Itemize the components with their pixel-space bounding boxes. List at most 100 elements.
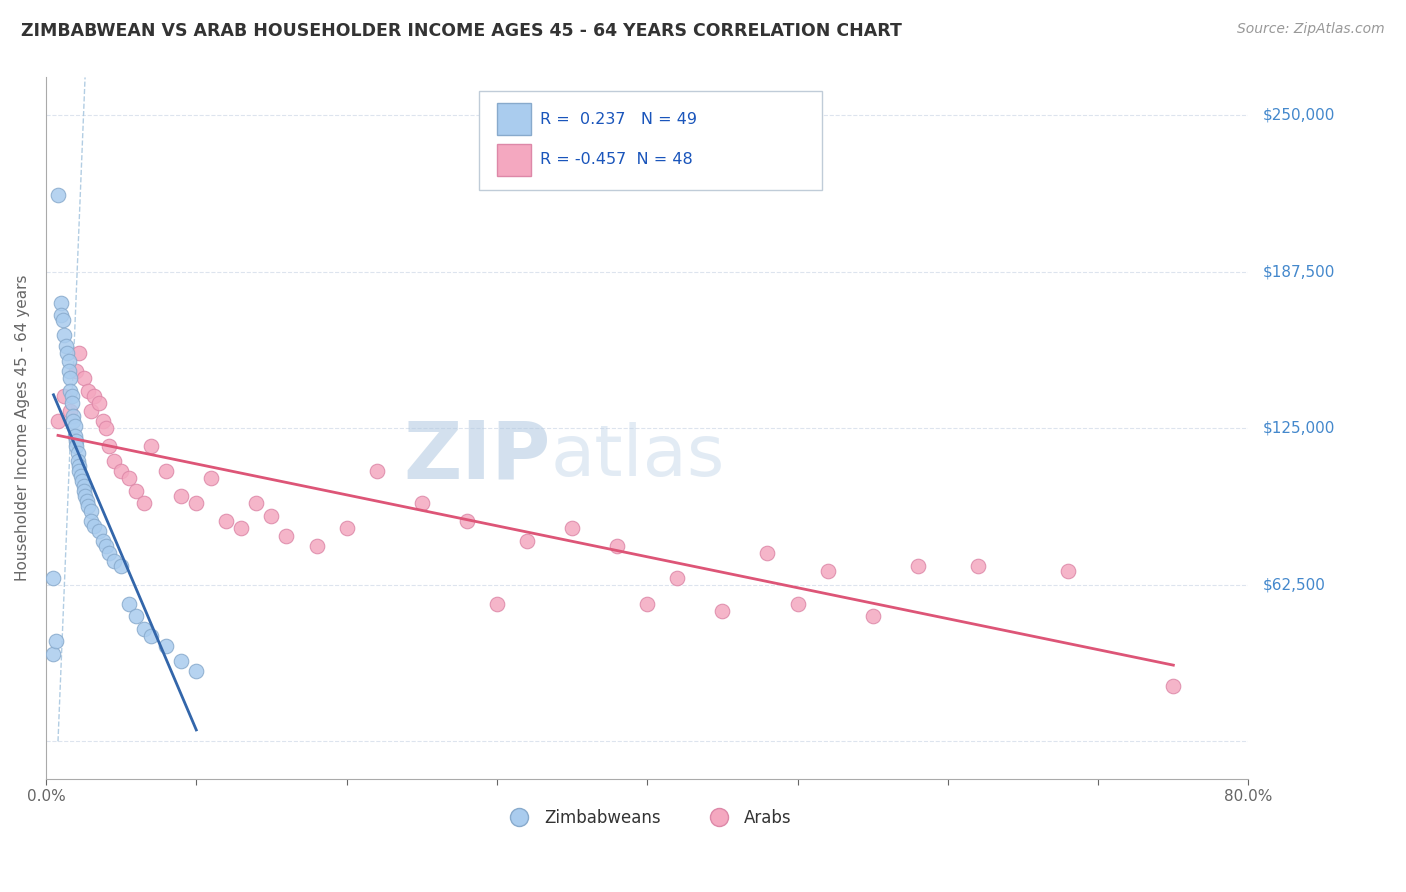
- Point: [305, 539, 328, 553]
- Point: [45, 634, 67, 648]
- Point: [1163, 679, 1185, 693]
- Point: [58, 363, 80, 377]
- Point: [117, 597, 139, 611]
- Point: [49, 309, 72, 323]
- Point: [72, 371, 94, 385]
- Point: [94, 539, 117, 553]
- Point: [103, 454, 125, 468]
- Legend: Zimbabweans, Arabs: Zimbabweans, Arabs: [496, 803, 799, 834]
- Point: [110, 558, 132, 573]
- Point: [94, 421, 117, 435]
- Bar: [496, 145, 530, 176]
- Text: atlas: atlas: [551, 422, 725, 491]
- Point: [80, 403, 103, 417]
- Point: [65, 363, 87, 377]
- Point: [42, 572, 65, 586]
- Point: [53, 389, 76, 403]
- Text: $250,000: $250,000: [1263, 108, 1334, 122]
- Point: [55, 338, 77, 352]
- Point: [72, 479, 94, 493]
- Point: [132, 622, 155, 636]
- Point: [67, 458, 90, 473]
- Text: $187,500: $187,500: [1263, 264, 1334, 279]
- Point: [756, 546, 779, 560]
- Y-axis label: Householder Income Ages 45 - 64 years: Householder Income Ages 45 - 64 years: [15, 275, 30, 582]
- Bar: [496, 103, 530, 135]
- Point: [80, 504, 103, 518]
- Point: [200, 471, 222, 485]
- Point: [58, 353, 80, 368]
- Point: [141, 439, 163, 453]
- Point: [516, 533, 538, 548]
- Point: [411, 496, 433, 510]
- Point: [1057, 564, 1080, 578]
- Point: [170, 654, 193, 668]
- Point: [67, 346, 90, 360]
- FancyBboxPatch shape: [479, 92, 821, 190]
- Point: [103, 554, 125, 568]
- Point: [276, 529, 298, 543]
- Text: $62,500: $62,500: [1263, 577, 1326, 592]
- Point: [98, 439, 121, 453]
- Point: [336, 521, 359, 535]
- Point: [49, 296, 72, 310]
- Point: [907, 558, 929, 573]
- Point: [117, 471, 139, 485]
- Point: [125, 609, 148, 624]
- Point: [72, 483, 94, 498]
- Point: [67, 464, 90, 478]
- Point: [141, 629, 163, 643]
- Point: [862, 609, 884, 624]
- Point: [46, 414, 69, 428]
- Point: [606, 539, 628, 553]
- Point: [786, 597, 808, 611]
- Point: [155, 464, 177, 478]
- Point: [51, 313, 73, 327]
- Point: [77, 384, 100, 398]
- Point: [59, 403, 82, 417]
- Point: [485, 597, 508, 611]
- Point: [98, 546, 121, 560]
- Point: [711, 604, 734, 618]
- Text: R = -0.457  N = 48: R = -0.457 N = 48: [540, 153, 693, 168]
- Point: [132, 496, 155, 510]
- Point: [69, 468, 91, 483]
- Point: [59, 371, 82, 385]
- Point: [46, 188, 69, 202]
- Point: [83, 519, 105, 533]
- Point: [666, 572, 689, 586]
- Point: [91, 414, 114, 428]
- Point: [87, 524, 110, 538]
- Point: [91, 533, 114, 548]
- Point: [456, 514, 478, 528]
- Point: [110, 464, 132, 478]
- Point: [83, 389, 105, 403]
- Point: [561, 521, 583, 535]
- Point: [245, 496, 267, 510]
- Point: [66, 446, 89, 460]
- Point: [63, 418, 86, 433]
- Point: [260, 508, 283, 523]
- Point: [42, 647, 65, 661]
- Point: [215, 514, 238, 528]
- Point: [87, 396, 110, 410]
- Point: [53, 328, 76, 343]
- Point: [80, 514, 103, 528]
- Text: R =  0.237   N = 49: R = 0.237 N = 49: [540, 112, 697, 127]
- Point: [70, 474, 93, 488]
- Point: [155, 639, 177, 653]
- Point: [56, 346, 79, 360]
- Point: [59, 384, 82, 398]
- Point: [63, 428, 86, 442]
- Point: [125, 483, 148, 498]
- Point: [60, 396, 83, 410]
- Point: [60, 389, 83, 403]
- Point: [65, 439, 87, 453]
- Point: [170, 489, 193, 503]
- Text: Source: ZipAtlas.com: Source: ZipAtlas.com: [1237, 22, 1385, 37]
- Point: [62, 414, 84, 428]
- Text: ZIP: ZIP: [404, 417, 551, 495]
- Point: [62, 409, 84, 423]
- Point: [65, 434, 87, 448]
- Point: [967, 558, 990, 573]
